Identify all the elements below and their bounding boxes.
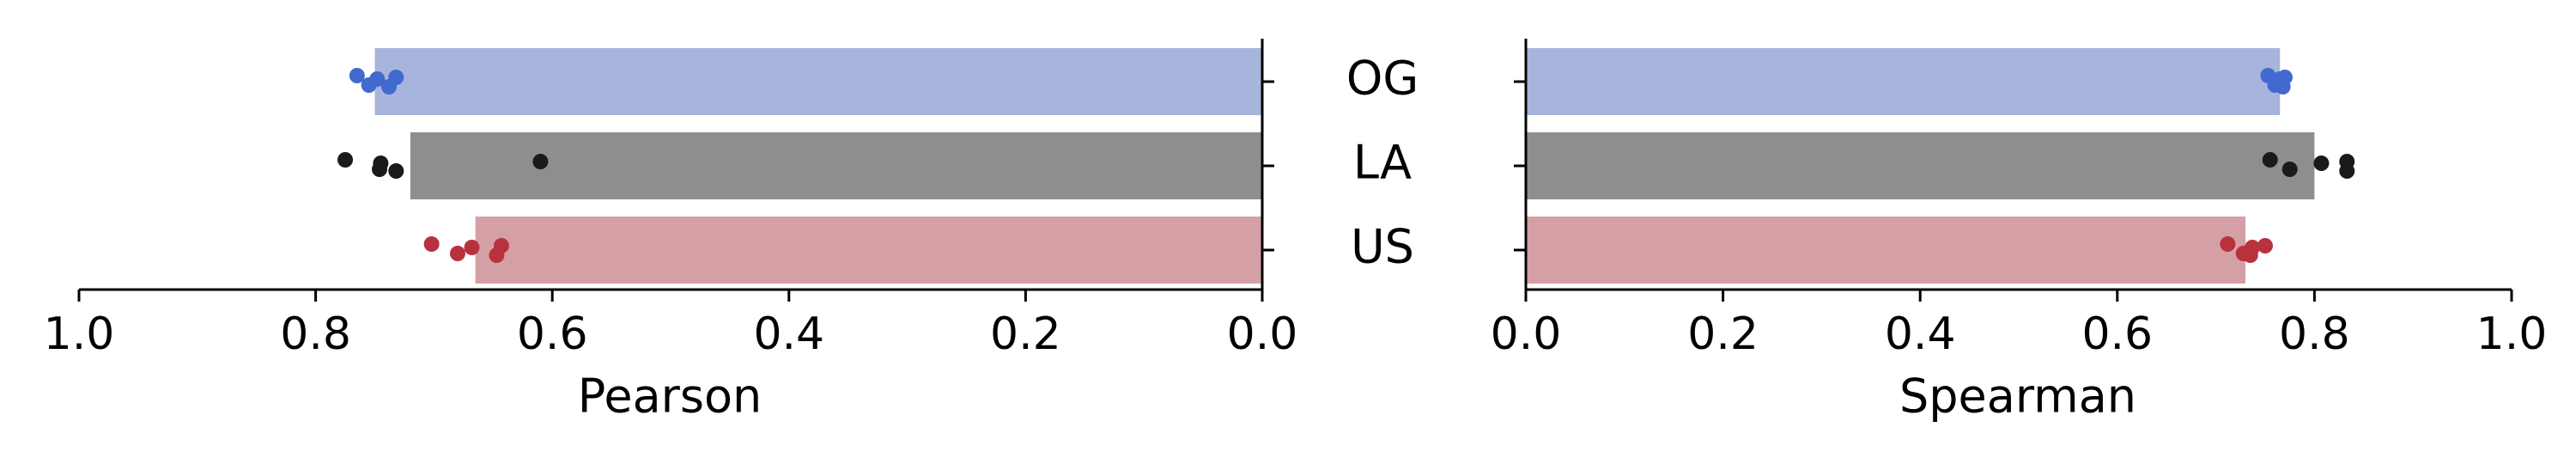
category-label-la: LA [1353, 136, 1412, 190]
x-tick-label: 0.2 [990, 308, 1061, 360]
point-us [2220, 236, 2236, 252]
point-us [493, 238, 509, 253]
point-la [373, 156, 389, 171]
point-og [369, 71, 386, 87]
point-la [532, 154, 549, 169]
point-la [388, 163, 404, 179]
bar-la [410, 132, 1263, 199]
category-labels: OG LA US [1346, 52, 1419, 274]
point-og [2276, 70, 2293, 85]
x-tick-label: 0.0 [1227, 308, 1298, 360]
x-tick-label: 0.8 [2279, 308, 2350, 360]
bar-us [1526, 217, 2246, 284]
x-tick-label: 0.4 [1885, 308, 1956, 360]
bar-og [1526, 48, 2281, 115]
pearson-panel: 1.0 0.8 0.6 0.4 0.2 0.0 [44, 39, 1298, 360]
point-og [388, 70, 404, 85]
point-us [2242, 247, 2258, 263]
category-label-us: US [1351, 220, 1414, 274]
point-us [423, 236, 440, 252]
x-tick-label: 0.2 [1687, 308, 1759, 360]
point-la [337, 152, 354, 168]
x-tick-label: 1.0 [2476, 308, 2548, 360]
x-tick-label: 0.4 [753, 308, 824, 360]
bar-us [475, 217, 1262, 284]
point-us [464, 240, 480, 255]
point-la [2339, 154, 2355, 169]
bar-la [1526, 132, 2315, 199]
point-us [449, 246, 465, 261]
spearman-panel: 0.0 0.2 0.4 0.6 0.8 1.0 [1491, 39, 2548, 360]
point-us [2257, 238, 2273, 253]
x-tick-label: 0.6 [517, 308, 588, 360]
x-tick-label: 0.6 [2081, 308, 2153, 360]
point-la [2262, 152, 2278, 168]
x-tick-label: 0.8 [280, 308, 351, 360]
x-tick-label: 0.0 [1491, 308, 1562, 360]
category-label-og: OG [1346, 52, 1419, 106]
bar-og [374, 48, 1262, 115]
point-la [2281, 162, 2298, 177]
x-tick-label: 1.0 [44, 308, 115, 360]
point-og [349, 68, 365, 83]
x-axis-label-spearman: Spearman [1899, 369, 2136, 424]
x-axis-label-pearson: Pearson [578, 369, 762, 424]
point-la [2313, 156, 2330, 171]
